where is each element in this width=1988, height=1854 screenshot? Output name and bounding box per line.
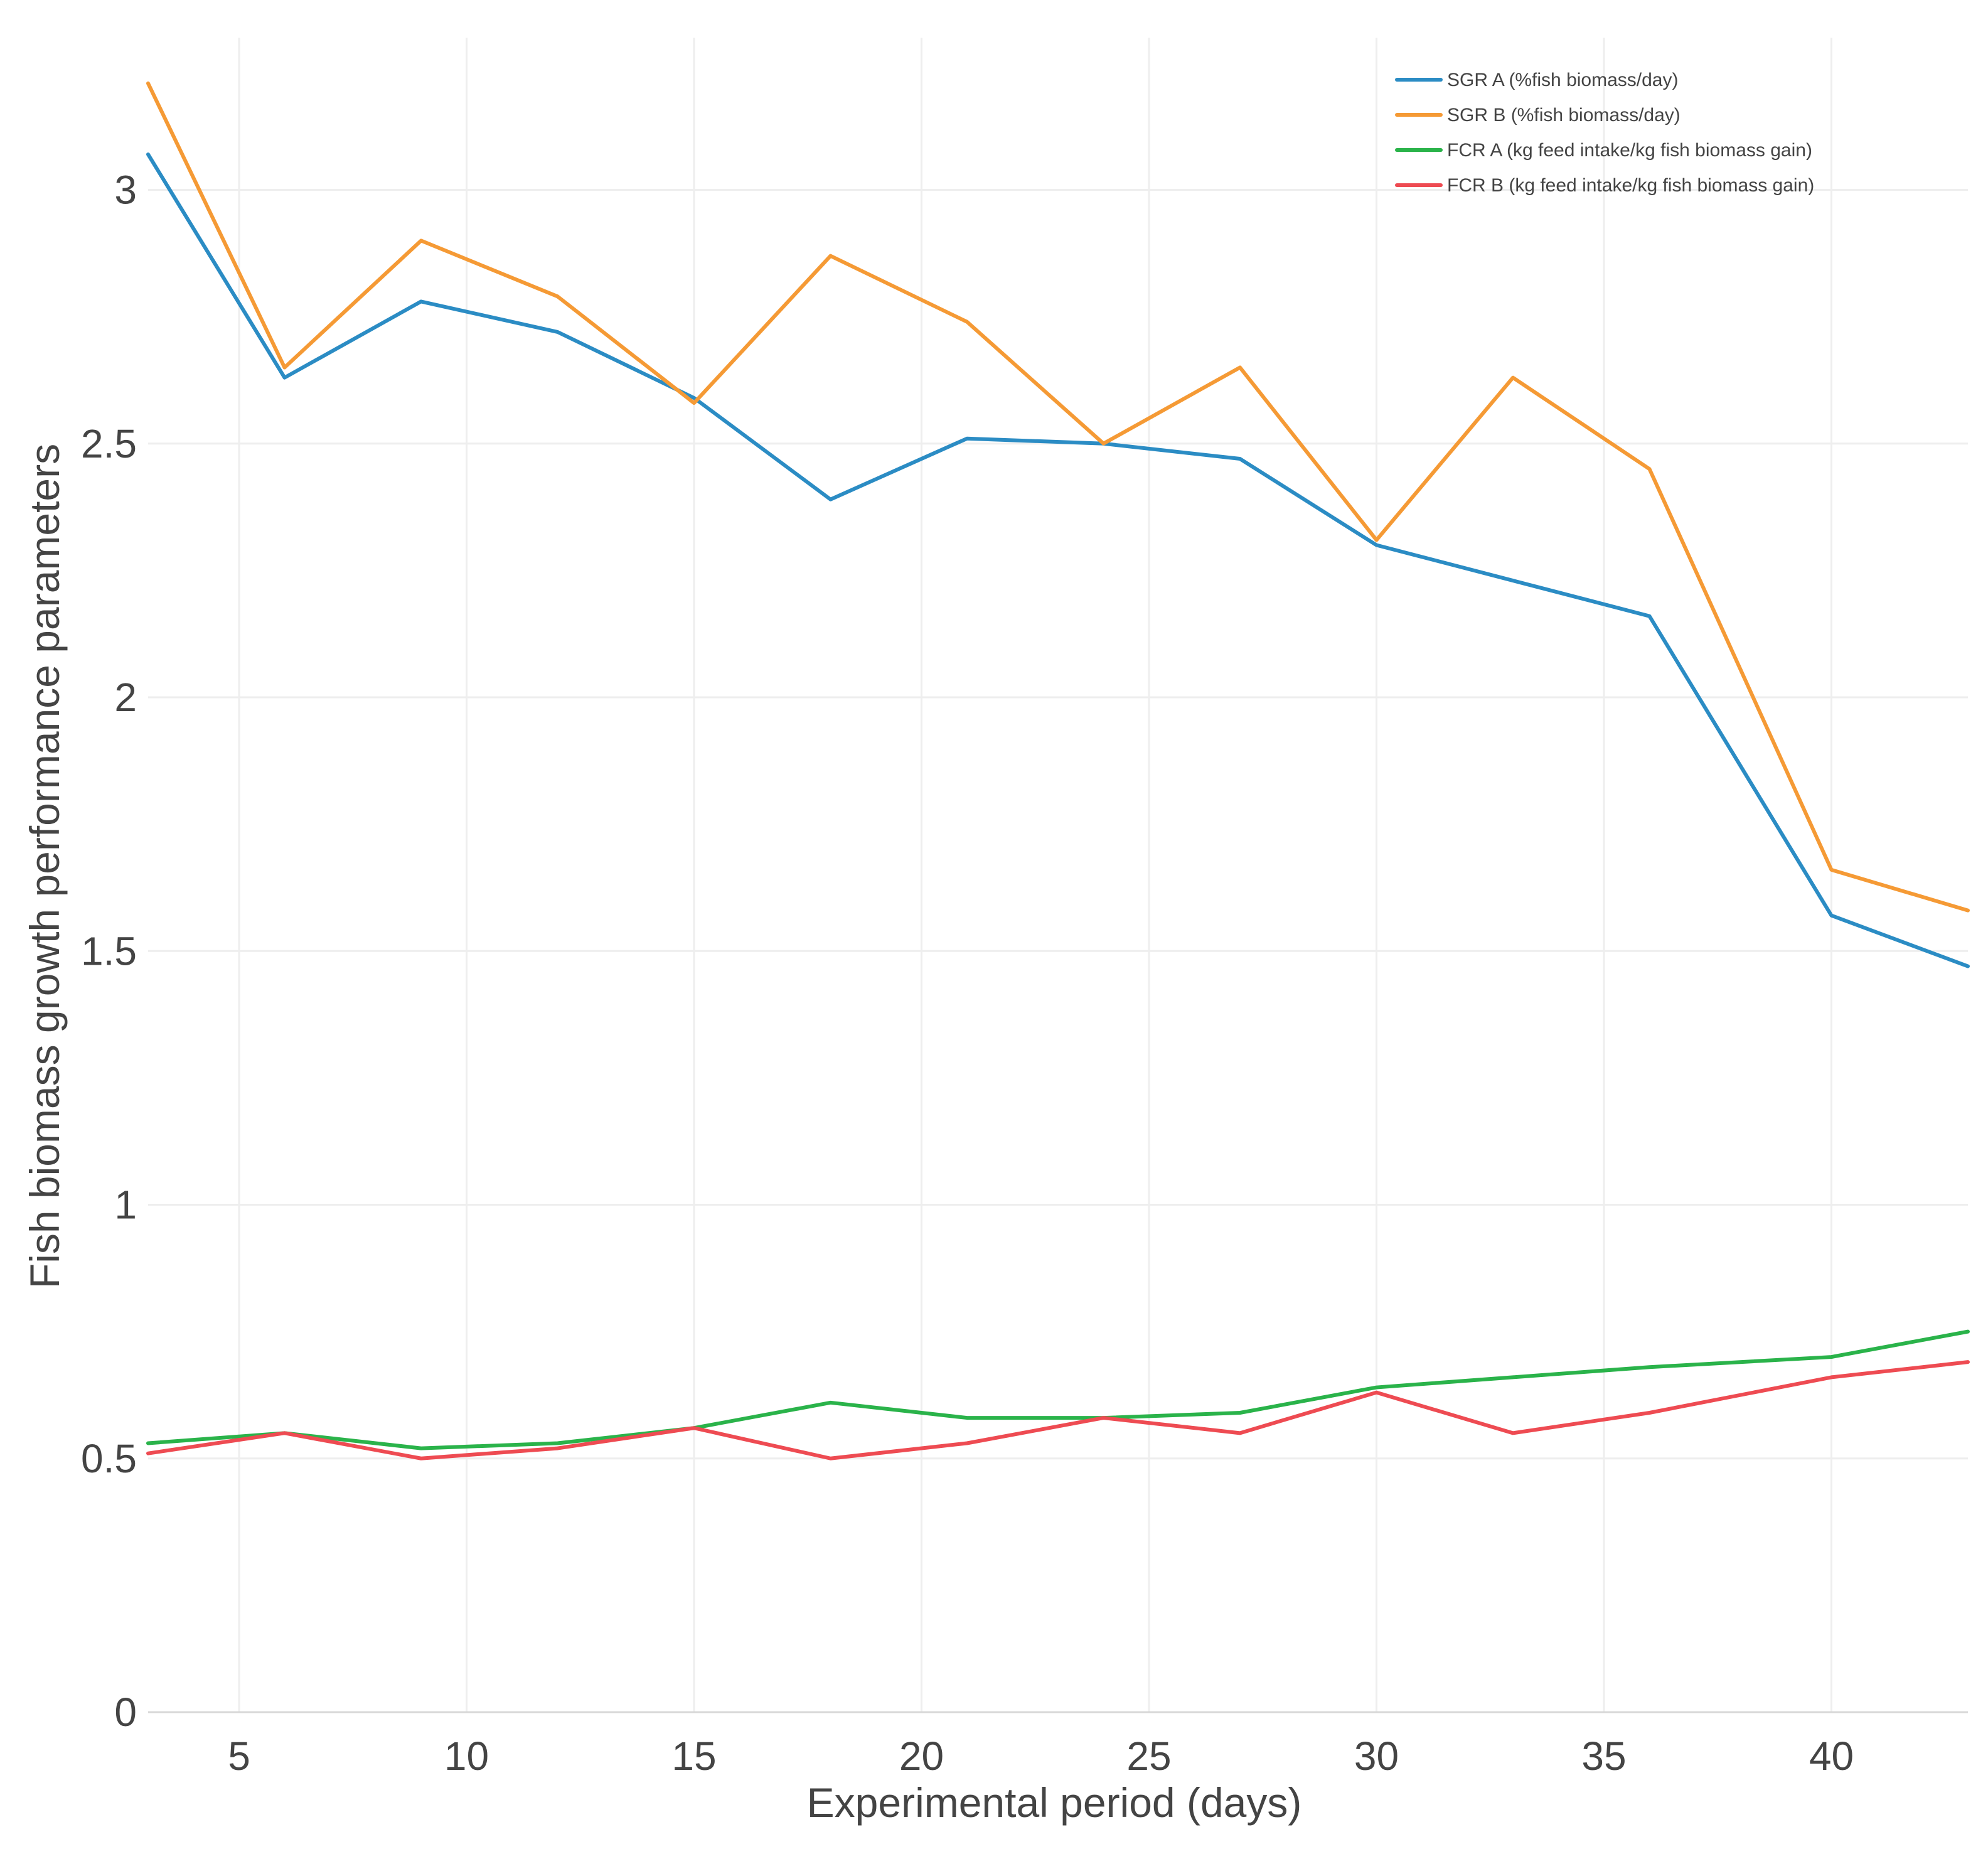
x-tick-label: 20 bbox=[899, 1733, 944, 1779]
x-tick-label: 5 bbox=[228, 1733, 250, 1779]
legend-label-1: SGR B (%fish biomass/day) bbox=[1447, 105, 1681, 126]
series-line-0 bbox=[146, 152, 1970, 968]
x-axis-ticks: 5 10 15 20 25 30 35 40 bbox=[228, 1733, 1854, 1779]
y-tick-label: 0 bbox=[114, 1690, 137, 1735]
y-tick-label: 0.5 bbox=[81, 1436, 137, 1481]
gridlines bbox=[148, 38, 1968, 1713]
y-axis-ticks: 0 0.5 1 1.5 2 2.5 3 bbox=[81, 168, 137, 1735]
x-tick-label: 30 bbox=[1354, 1733, 1399, 1779]
x-tick-label: 10 bbox=[444, 1733, 489, 1779]
legend: SGR A (%fish biomass/day) SGR B (%fish bi… bbox=[1395, 70, 1814, 196]
x-tick-label: 40 bbox=[1809, 1733, 1854, 1779]
y-tick-label: 2 bbox=[114, 675, 137, 720]
y-tick-label: 1 bbox=[114, 1182, 137, 1228]
legend-label-0: SGR A (%fish biomass/day) bbox=[1447, 70, 1678, 90]
series-line-2 bbox=[146, 1329, 1970, 1450]
legend-label-2: FCR A (kg feed intake/kg fish biomass ga… bbox=[1447, 140, 1812, 161]
x-tick-label: 35 bbox=[1581, 1733, 1626, 1779]
y-axis-title: Fish biomass growth performance paramete… bbox=[21, 444, 68, 1289]
x-axis-title: Experimental period (days) bbox=[807, 1779, 1302, 1826]
y-tick-label: 3 bbox=[114, 168, 137, 213]
x-tick-label: 25 bbox=[1126, 1733, 1171, 1779]
legend-label-3: FCR B (kg feed intake/kg fish biomass ga… bbox=[1447, 175, 1814, 196]
y-tick-label: 1.5 bbox=[81, 928, 137, 973]
x-tick-label: 15 bbox=[671, 1733, 716, 1779]
series-lines bbox=[146, 81, 1970, 1460]
series-line-3 bbox=[146, 1360, 1970, 1460]
series-line-1 bbox=[146, 81, 1970, 913]
y-tick-label: 2.5 bbox=[81, 421, 137, 466]
